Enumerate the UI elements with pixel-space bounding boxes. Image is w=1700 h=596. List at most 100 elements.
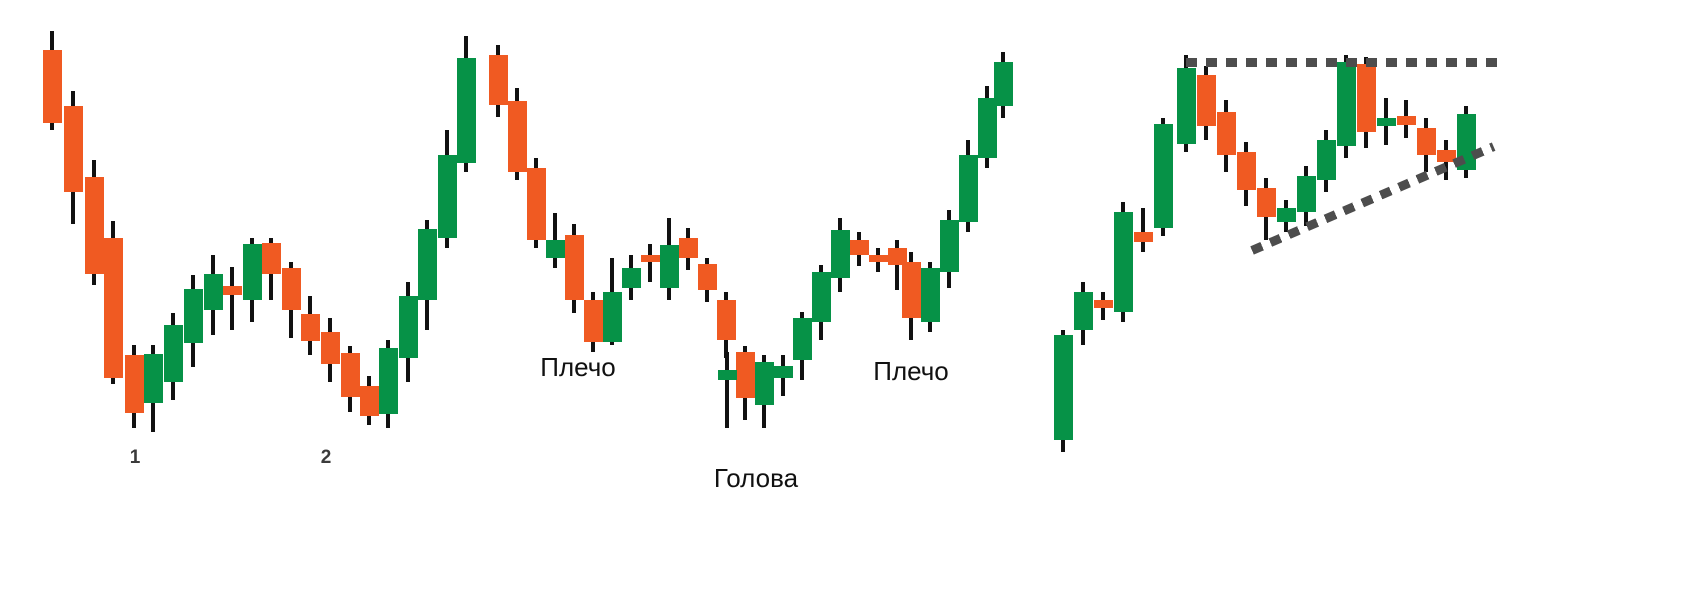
candle-bearish [1133,208,1153,252]
candle-bearish [526,158,546,248]
candle-bearish [84,160,104,285]
candle-body [163,325,183,382]
candle-body [359,386,379,416]
candle-body [1196,75,1216,126]
candle-bearish [507,88,527,180]
point-label: 2 [320,447,332,468]
candle-bearish [261,238,281,300]
candle-body [939,220,959,272]
candle-body [602,292,622,342]
candle-bearish [42,31,62,130]
candle-bullish [773,355,793,396]
candle-bullish [1336,55,1356,158]
point-label: 1 [129,447,141,468]
candle-bullish [754,355,774,428]
candle-body [958,155,978,222]
pattern-part-label: Голова [713,463,799,493]
candle-bearish [1196,66,1216,140]
candle-bullish [830,218,850,292]
candle-body [1053,335,1073,440]
candle-wick [230,267,234,330]
candle-body [143,354,163,403]
candle-bearish [222,267,242,330]
candle-body [222,286,242,295]
candle-bullish [1276,200,1296,232]
candle-bullish [143,345,163,432]
candle-body [526,168,546,240]
candle-body [697,264,717,290]
candle-body [901,262,921,318]
candle-body [621,268,641,288]
candle-bullish [1073,282,1093,345]
support-line-dashes [1250,142,1496,255]
candle-wick [895,240,899,290]
candle-bearish [300,296,320,355]
candle-bullish [920,262,940,332]
candle-body [378,348,398,414]
candle-body [488,55,508,105]
candle-body [1276,208,1296,222]
candle-bearish [1396,100,1416,138]
candle-bearish [716,292,736,358]
candle-bullish [242,238,262,322]
candle-bullish [203,255,223,335]
candle-body [1316,140,1336,180]
candle-body [868,255,888,262]
candle-bearish [901,252,921,340]
candle-bullish [993,52,1013,118]
candle-body [398,296,418,358]
candle-bullish [659,218,679,300]
candle-bearish [887,240,907,290]
candle-body [242,244,262,300]
candle-body [183,289,203,343]
candle-bearish [1256,178,1276,240]
candle-body [887,248,907,265]
candle-bearish [1416,118,1436,172]
candle-bullish [1296,166,1316,226]
candle-body [754,362,774,405]
candle-bearish [1093,292,1113,320]
candle-bullish [545,213,565,268]
candle-bearish [124,345,144,428]
candle-body [320,332,340,364]
candle-bullish [1316,130,1336,192]
candle-body [920,268,940,322]
candle-body [849,240,869,255]
candle-body [993,62,1013,106]
candle-bullish [958,140,978,232]
candle-body [1153,124,1173,228]
candle-body [1236,152,1256,190]
candle-bullish [163,313,183,400]
candle-bearish [678,228,698,270]
candle-bullish [621,255,641,300]
candle-bearish [564,224,584,313]
candle-bullish [417,220,437,330]
candle-body [735,352,755,398]
candle-body [659,245,679,288]
candle-body [977,98,997,158]
candle-body [1336,62,1356,146]
candle-bullish [437,130,457,248]
candle-body [63,106,83,192]
support-line [1250,142,1496,255]
candle-body [773,366,793,378]
candle-bearish [868,248,888,272]
candle-body [84,177,104,274]
candle-bullish [1456,106,1476,178]
candle-body [583,300,603,342]
candle-body [1376,118,1396,126]
candle-body [830,230,850,278]
candle-body [124,355,144,413]
candle-bullish [1053,330,1073,452]
candle-body [42,50,62,123]
candle-body [1256,188,1276,217]
candle-bullish [398,282,418,382]
candle-body [1113,212,1133,312]
candle-body [281,268,301,310]
candle-body [1073,292,1093,330]
candle-body [203,274,223,310]
candle-bearish [640,244,660,282]
